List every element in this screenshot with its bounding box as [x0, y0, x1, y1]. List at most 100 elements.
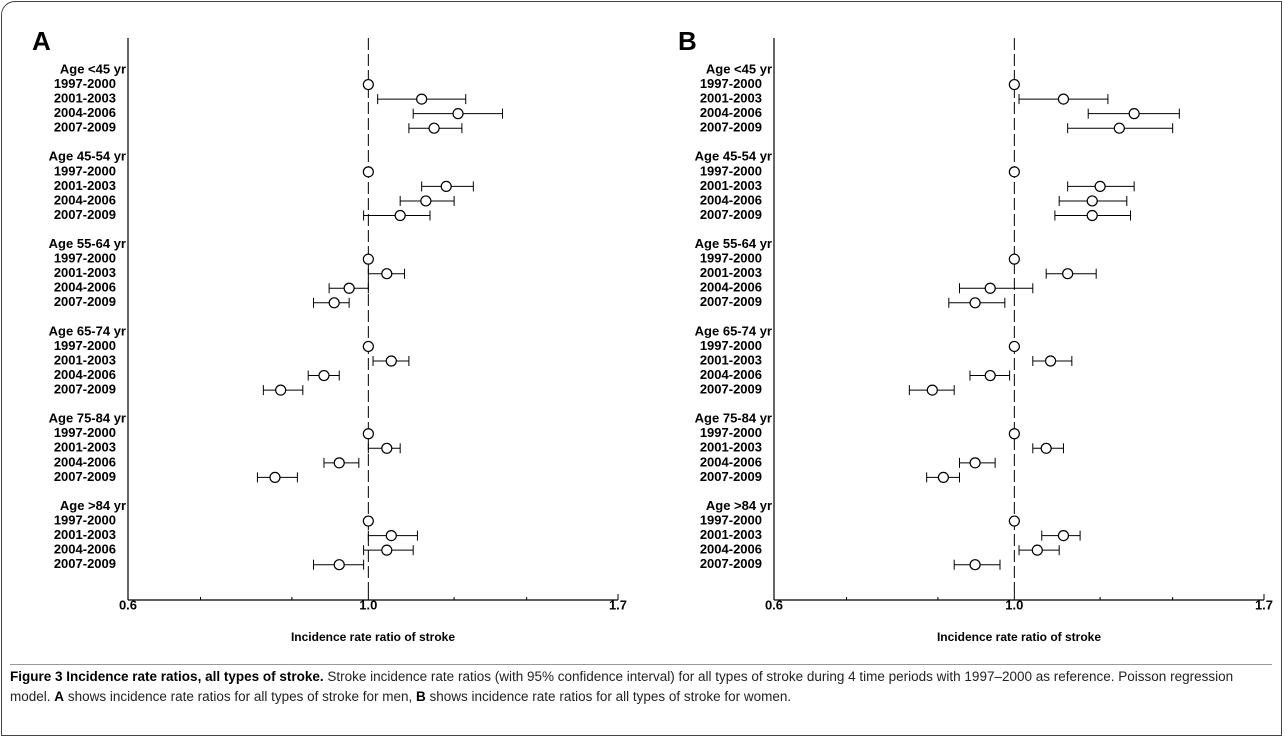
estimate-point: [394, 209, 406, 222]
estimate-point: [937, 471, 949, 483]
estimate-point: [1086, 209, 1098, 222]
caption-bold: A: [54, 688, 65, 704]
row-label: 2001-2003: [700, 91, 762, 106]
row-label: 2001-2003: [54, 440, 116, 455]
row-label: 2004-2006: [700, 192, 762, 207]
row-label: 1997-2000: [54, 76, 116, 91]
caption-title: Figure 3 Incidence rate ratios, all type…: [10, 669, 324, 684]
row-label: 2004-2006: [700, 454, 762, 469]
estimate-point: [385, 529, 397, 542]
estimate-point: [385, 355, 397, 367]
row-label: 1997-2000: [700, 76, 762, 91]
group-label: Age >84 yr: [706, 498, 772, 513]
row-label: 2004-2006: [54, 542, 116, 557]
estimate-point: [318, 369, 330, 382]
caption: Figure 3 Incidence rate ratios, all type…: [10, 664, 1272, 706]
row-label: 2001-2003: [54, 178, 116, 193]
estimate-point: [984, 369, 996, 382]
estimate-point: [381, 268, 393, 280]
caption-text: shows incidence rate ratios for all type…: [67, 688, 413, 704]
row-label: 2001-2003: [54, 91, 116, 106]
estimate-point: [343, 282, 355, 294]
row-label: 1997-2000: [54, 251, 116, 266]
row-label: 1997-2000: [54, 512, 116, 527]
estimate-point: [1031, 544, 1043, 556]
row-label: 2007-2009: [54, 294, 116, 309]
row-label: 2004-2006: [700, 542, 762, 557]
estimate-point: [1008, 166, 1020, 178]
row-label: 1997-2000: [700, 163, 762, 178]
estimate-point: [333, 457, 345, 469]
estimate-point: [362, 78, 374, 91]
estimate-point: [1008, 340, 1020, 353]
row-label: 2001-2003: [700, 265, 762, 280]
row-label: 1997-2000: [700, 338, 762, 353]
group-label: Age 45-54 yr: [49, 149, 126, 164]
row-label: 2001-2003: [54, 527, 116, 542]
row-label: 1997-2000: [700, 425, 762, 440]
x-tick-label: 1.0: [1005, 597, 1023, 612]
x-tick-label: 1.7: [609, 597, 627, 612]
row-label: 1997-2000: [700, 512, 762, 527]
estimate-point: [969, 559, 981, 571]
row-label: 2004-2006: [54, 192, 116, 207]
row-label: 2004-2006: [54, 367, 116, 382]
group-label: Age 75-84 yr: [49, 411, 126, 426]
group-label: Age 55-64 yr: [49, 236, 126, 251]
estimate-point: [381, 442, 393, 454]
row-label: 2004-2006: [54, 105, 116, 120]
group-label: Age 65-74 yr: [49, 323, 126, 338]
x-tick-label: 1.7: [1255, 597, 1273, 612]
x-tick-label: 0.6: [765, 597, 783, 612]
x-tick-label: 0.6: [119, 597, 137, 612]
row-label: 2007-2009: [700, 556, 762, 571]
row-label: 1997-2000: [700, 251, 762, 266]
estimate-point: [362, 515, 374, 527]
row-label: 2007-2009: [54, 120, 116, 135]
estimate-point: [926, 384, 938, 396]
x-axis-label: Incidence rate ratio of stroke: [937, 630, 1101, 644]
row-label: 2007-2009: [54, 207, 116, 222]
estimate-point: [984, 282, 996, 294]
estimate-point: [1008, 253, 1020, 265]
estimate-point: [362, 428, 374, 440]
row-label: 2007-2009: [700, 382, 762, 397]
row-label: 2007-2009: [700, 120, 762, 135]
row-label: 2001-2003: [700, 352, 762, 367]
row-label: 1997-2000: [54, 163, 116, 178]
estimate-point: [269, 471, 281, 483]
row-label: 1997-2000: [54, 338, 116, 353]
estimate-point: [381, 544, 393, 556]
row-label: 2001-2003: [700, 178, 762, 193]
estimate-point: [1086, 195, 1098, 207]
x-axis-label: Incidence rate ratio of stroke: [291, 630, 455, 644]
estimate-point: [440, 180, 452, 192]
row-label: 2004-2006: [700, 367, 762, 382]
estimate-point: [1094, 180, 1106, 192]
estimate-point: [333, 559, 345, 571]
group-label: Age 45-54 yr: [695, 149, 772, 164]
row-label: 2001-2003: [700, 527, 762, 542]
estimate-point: [362, 166, 374, 178]
estimate-point: [1057, 529, 1070, 542]
estimate-point: [275, 384, 287, 396]
row-label: 2004-2006: [54, 280, 116, 295]
estimate-point: [328, 297, 340, 309]
row-label: 2004-2006: [700, 280, 762, 295]
estimate-point: [416, 93, 428, 105]
row-label: 2001-2003: [54, 265, 116, 280]
row-label: 2007-2009: [700, 469, 762, 484]
estimate-point: [1008, 428, 1020, 440]
row-label: 2007-2009: [54, 556, 116, 571]
estimate-point: [1044, 355, 1057, 367]
estimate-point: [452, 108, 464, 120]
group-label: Age 55-64 yr: [695, 236, 772, 251]
panel-label: B: [678, 26, 697, 56]
estimate-point: [428, 122, 440, 134]
group-label: Age >84 yr: [60, 498, 126, 513]
estimate-point: [1062, 268, 1074, 280]
estimate-point: [1128, 108, 1140, 120]
row-label: 2001-2003: [700, 440, 762, 455]
caption-bold: B: [415, 688, 426, 704]
group-label: Age <45 yr: [60, 61, 126, 76]
